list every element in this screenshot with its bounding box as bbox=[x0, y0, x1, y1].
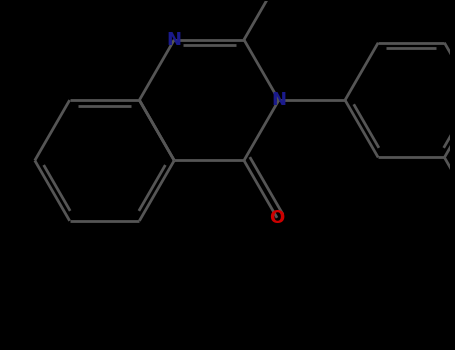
Text: O: O bbox=[269, 209, 285, 227]
Text: N: N bbox=[167, 31, 182, 49]
Text: N: N bbox=[271, 91, 286, 109]
